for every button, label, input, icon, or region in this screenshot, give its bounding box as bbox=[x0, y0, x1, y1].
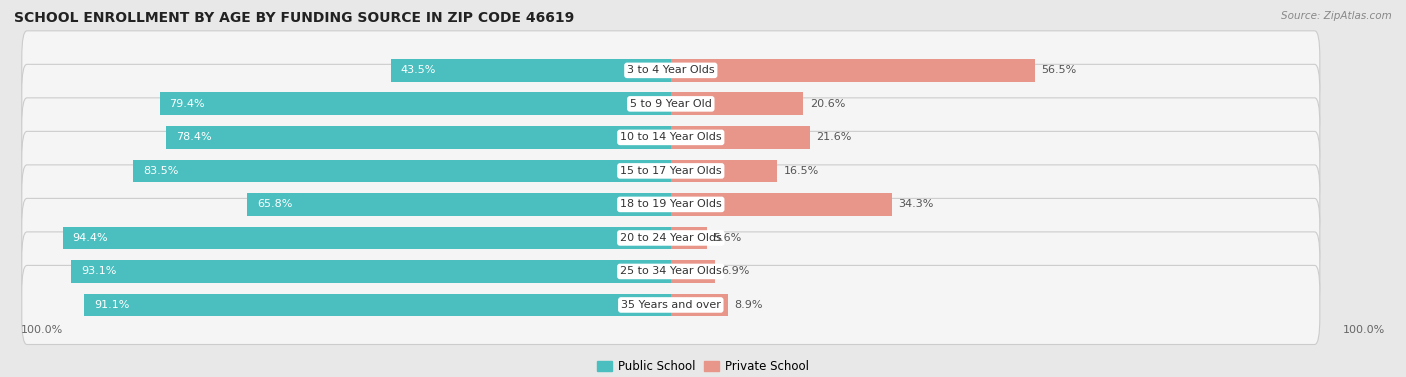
Bar bbox=[671, 260, 716, 283]
Text: 20.6%: 20.6% bbox=[810, 99, 845, 109]
FancyBboxPatch shape bbox=[21, 165, 1320, 244]
Text: 5.6%: 5.6% bbox=[713, 233, 741, 243]
Text: 8.9%: 8.9% bbox=[734, 300, 763, 310]
Bar bbox=[247, 193, 671, 216]
FancyBboxPatch shape bbox=[21, 131, 1320, 210]
Bar bbox=[159, 92, 671, 115]
Bar bbox=[671, 92, 803, 115]
Text: 5 to 9 Year Old: 5 to 9 Year Old bbox=[630, 99, 711, 109]
Text: 3 to 4 Year Olds: 3 to 4 Year Olds bbox=[627, 65, 714, 75]
Bar bbox=[671, 159, 778, 182]
Bar bbox=[671, 126, 810, 149]
Text: 18 to 19 Year Olds: 18 to 19 Year Olds bbox=[620, 199, 721, 209]
Text: 91.1%: 91.1% bbox=[94, 300, 129, 310]
Text: SCHOOL ENROLLMENT BY AGE BY FUNDING SOURCE IN ZIP CODE 46619: SCHOOL ENROLLMENT BY AGE BY FUNDING SOUR… bbox=[14, 11, 574, 25]
Bar bbox=[671, 227, 707, 249]
Text: 78.4%: 78.4% bbox=[176, 132, 211, 143]
Text: 25 to 34 Year Olds: 25 to 34 Year Olds bbox=[620, 267, 721, 276]
FancyBboxPatch shape bbox=[21, 198, 1320, 277]
Bar bbox=[166, 126, 671, 149]
Text: 43.5%: 43.5% bbox=[401, 65, 436, 75]
Text: 20 to 24 Year Olds: 20 to 24 Year Olds bbox=[620, 233, 721, 243]
Text: 35 Years and over: 35 Years and over bbox=[621, 300, 721, 310]
Text: 6.9%: 6.9% bbox=[721, 267, 749, 276]
Text: 21.6%: 21.6% bbox=[817, 132, 852, 143]
Text: 93.1%: 93.1% bbox=[82, 267, 117, 276]
FancyBboxPatch shape bbox=[21, 265, 1320, 345]
Text: Source: ZipAtlas.com: Source: ZipAtlas.com bbox=[1281, 11, 1392, 21]
Bar bbox=[72, 260, 671, 283]
Text: 100.0%: 100.0% bbox=[1343, 325, 1385, 335]
Text: 16.5%: 16.5% bbox=[783, 166, 818, 176]
Bar bbox=[63, 227, 671, 249]
Text: 15 to 17 Year Olds: 15 to 17 Year Olds bbox=[620, 166, 721, 176]
Text: 100.0%: 100.0% bbox=[21, 325, 63, 335]
Text: 10 to 14 Year Olds: 10 to 14 Year Olds bbox=[620, 132, 721, 143]
Bar bbox=[671, 294, 728, 316]
FancyBboxPatch shape bbox=[21, 98, 1320, 177]
Bar bbox=[391, 59, 671, 82]
Bar bbox=[134, 159, 671, 182]
Text: 79.4%: 79.4% bbox=[169, 99, 205, 109]
Bar bbox=[84, 294, 671, 316]
Bar bbox=[671, 193, 891, 216]
Text: 94.4%: 94.4% bbox=[73, 233, 108, 243]
Text: 56.5%: 56.5% bbox=[1040, 65, 1076, 75]
FancyBboxPatch shape bbox=[21, 64, 1320, 143]
Bar bbox=[671, 59, 1035, 82]
Text: 34.3%: 34.3% bbox=[898, 199, 934, 209]
FancyBboxPatch shape bbox=[21, 232, 1320, 311]
Legend: Public School, Private School: Public School, Private School bbox=[593, 355, 813, 377]
Text: 65.8%: 65.8% bbox=[257, 199, 292, 209]
FancyBboxPatch shape bbox=[21, 31, 1320, 110]
Text: 83.5%: 83.5% bbox=[143, 166, 179, 176]
